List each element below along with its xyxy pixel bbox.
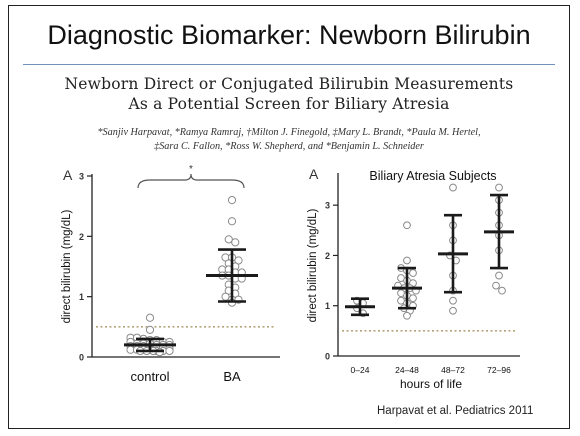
panel-1-data-point [227,217,237,226]
panel-2-data-point [495,271,503,280]
panel-1-data-point [227,196,237,205]
citation: Harpavat et al. Pediatrics 2011 [377,405,534,417]
panel-2-data-point [449,183,457,192]
panel-2-x-axis-label: hours of life [400,377,462,391]
slide-frame: Diagnostic Biomarker: Newborn Bilirubin … [8,5,570,429]
panel-1-data-point [165,346,174,356]
panel-1-category-label: BA [223,369,241,384]
panel-2-title: Biliary Atresia Subjects [369,169,496,183]
panel-1-category-label: control [130,369,169,384]
panel-1-y-tick-label: 3 [79,172,84,182]
panel-2-y-tick-label: 1 [325,301,330,311]
panel-2-y-tick-label: 0 [325,352,330,362]
panel-2-data-point [409,294,417,303]
slide-title: Diagnostic Biomarker: Newborn Bilirubin [47,20,531,50]
panel-2-data-point [495,183,503,192]
panel-1-data-point [145,313,155,322]
paper-authors-line-1: *Sanjiv Harpavat, *Ramya Ramraj, †Milton… [97,127,481,138]
panel-1-y-axis-label: direct bilirubin (mg/dL) [61,209,73,323]
panel-1-significance-marker: * [189,164,193,175]
panel-1-significance-bracket [137,173,245,189]
panel-2-data-point [492,281,500,290]
panel-1-data-point [145,325,155,334]
panel-1-data-point [224,235,233,244]
paper-title-line-2: As a Potential Screen for Biliary Atresi… [128,95,450,113]
panel-2-data-point [409,269,417,277]
paper-authors-line-2: ‡Sara C. Fallon, *Ross W. Shepherd, and … [154,141,424,152]
panel-1-panel-label: A [63,167,73,183]
title-divider [23,64,555,65]
panel-2-data-point [403,256,411,265]
panel-1-data-point [231,238,240,247]
panel-2-y-tick-label: 3 [325,201,330,211]
panel-2-data-point [449,306,457,315]
panel-1-y-tick-label: 2 [79,232,84,242]
panel-2-data-point [449,296,457,305]
panel-2-category-label: 0–24 [351,365,370,375]
paper-title-line-1: Newborn Direct or Conjugated Bilirubin M… [64,75,514,93]
panel-2-panel-label: A [309,166,319,182]
panel-2-data-point [498,286,506,295]
panel-2-category-label: 24–48 [395,365,419,375]
panel-2-y-tick-label: 2 [325,251,330,261]
panel-2-data-point [403,221,411,230]
panel-2-category-label: 72–96 [487,365,511,375]
panel-2-y-axis-label: direct bilirubin (mg/dL) [307,208,319,322]
panel-2-data-point [403,311,411,320]
panel-2-category-label: 48–72 [441,365,465,375]
panel-1-y-tick-label: 1 [79,292,84,302]
panel-1-y-tick-label: 0 [79,353,84,363]
